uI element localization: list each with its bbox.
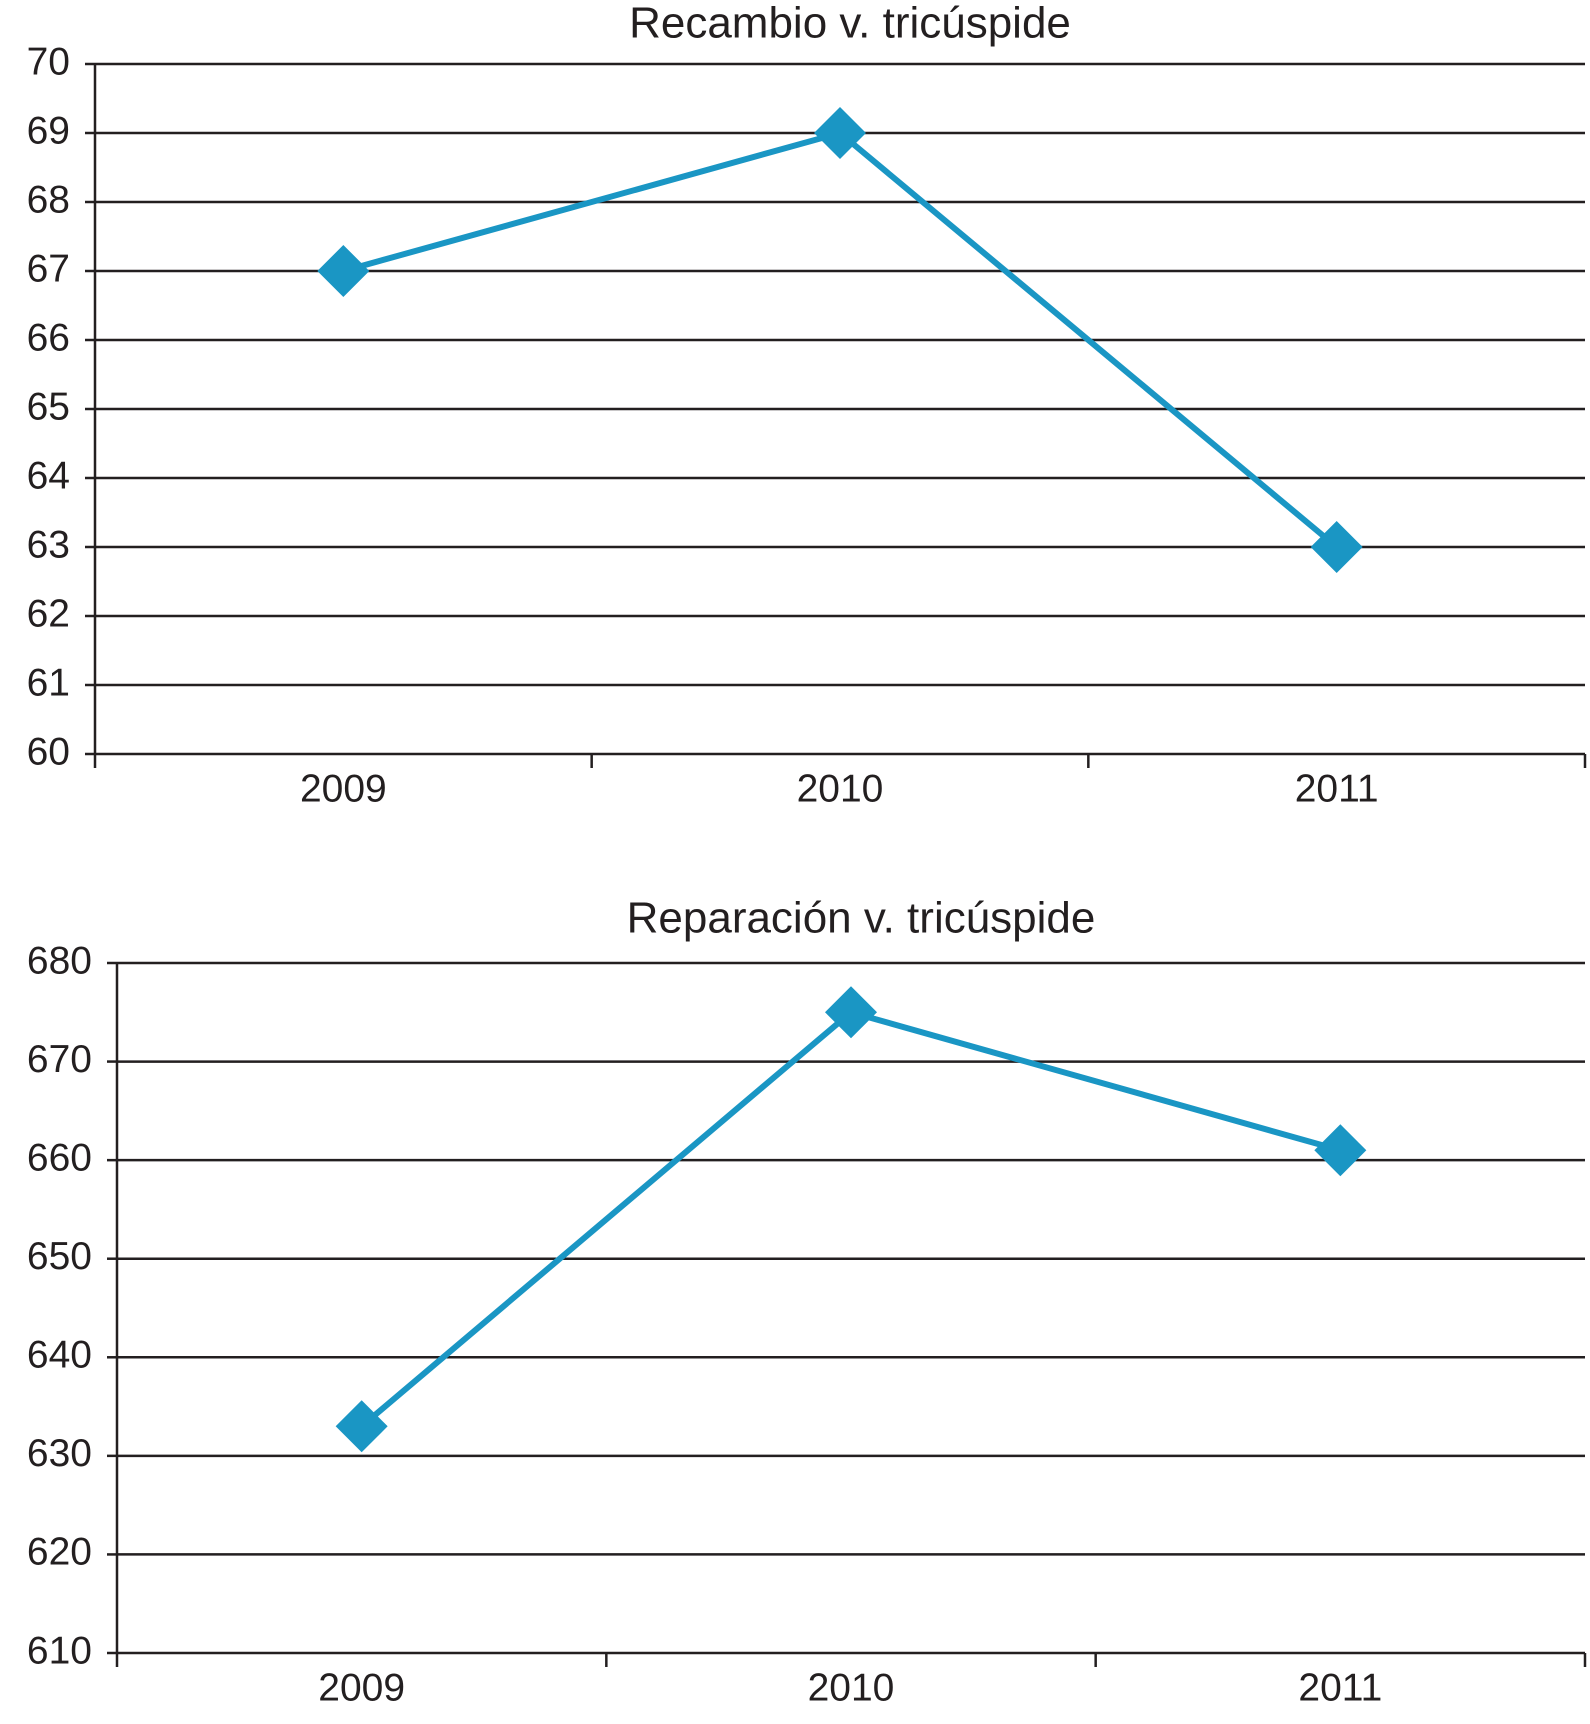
y-tick-label: 670 [27, 1038, 92, 1081]
chart-title: Reparación v. tricúspide [627, 894, 1096, 943]
data-line [359, 1008, 1342, 1429]
y-tick-label: 67 [27, 247, 70, 290]
y-tick-label: 680 [27, 939, 92, 982]
y-tick-label: 61 [27, 661, 70, 704]
y-tick-label: 620 [27, 1531, 92, 1574]
y-tick-label: 610 [27, 1629, 92, 1672]
y-tick-label: 640 [27, 1334, 92, 1377]
x-tick-label: 2009 [300, 767, 387, 810]
x-tick-label: 2010 [808, 1666, 895, 1709]
y-tick-label: 63 [27, 523, 70, 566]
y-tick-label: 68 [27, 178, 70, 221]
x-tick-label: 2010 [797, 767, 884, 810]
x-tick-label: 2009 [318, 1666, 405, 1709]
y-tick-label: 65 [27, 385, 70, 428]
y-tick-label: 660 [27, 1136, 92, 1179]
data-marker [1310, 521, 1363, 573]
y-tick-label: 70 [27, 40, 70, 83]
data-marker [335, 1400, 388, 1453]
data-marker [814, 107, 866, 159]
chart-title: Recambio v. tricúspide [629, 0, 1071, 48]
data-marker [317, 245, 370, 297]
y-tick-label: 62 [27, 592, 70, 635]
y-tick-label: 69 [27, 109, 70, 152]
data-marker [825, 986, 877, 1039]
x-tick-label: 2011 [1295, 767, 1379, 810]
y-tick-label: 60 [27, 730, 70, 773]
y-tick-label: 630 [27, 1432, 92, 1475]
y-tick-label: 64 [27, 454, 70, 497]
y-tick-label: 66 [27, 316, 70, 359]
data-marker [1314, 1124, 1367, 1177]
x-tick-label: 2011 [1298, 1666, 1382, 1709]
y-tick-label: 650 [27, 1235, 92, 1278]
